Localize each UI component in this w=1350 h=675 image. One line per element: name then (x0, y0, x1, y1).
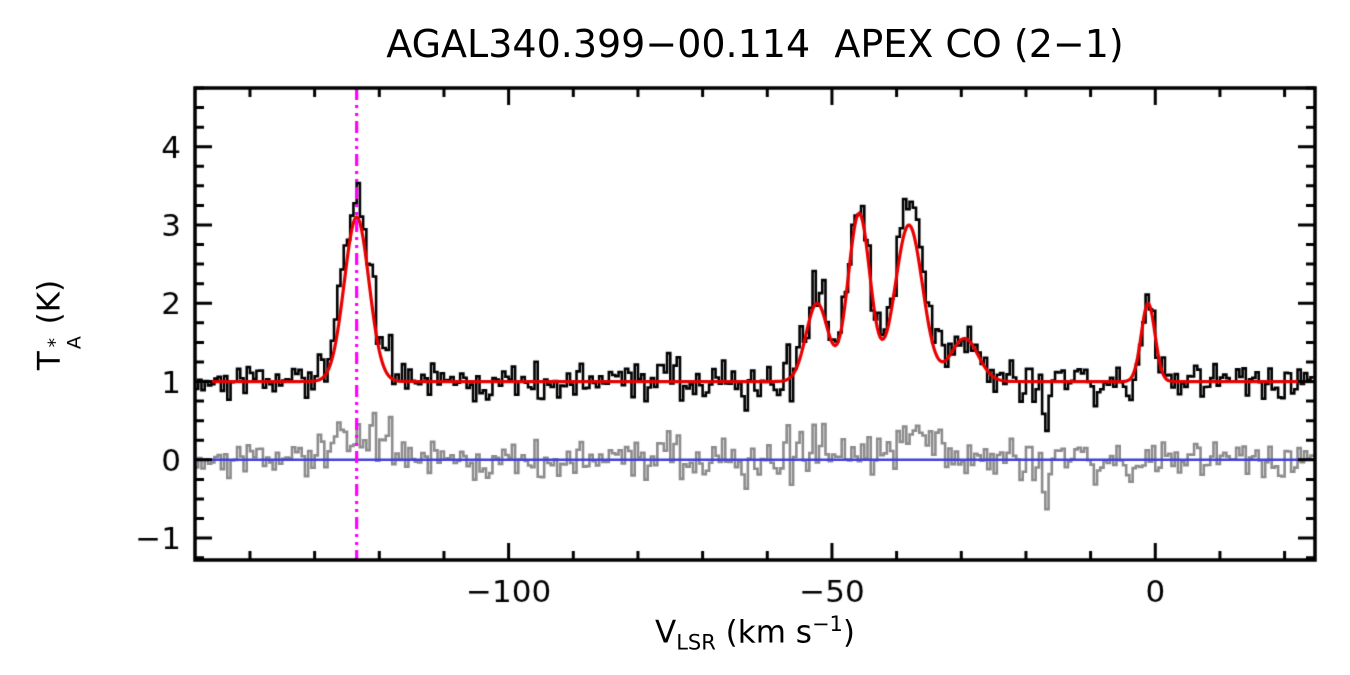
plot-title: AGAL340.399−00.114 APEX CO (2−1) (386, 22, 1124, 66)
y-label-unit: (K) (31, 279, 68, 335)
x-label-unit-pre: (km s (715, 614, 812, 651)
y-label-symbol: T (31, 351, 68, 371)
x-label-symbol: V (654, 614, 677, 651)
x-label-subscript: LSR (676, 630, 716, 655)
x-label-unit-post: ) (842, 614, 856, 651)
y-axis-label: T * A (K) (31, 279, 86, 371)
y-label-supsub: * A (44, 336, 86, 350)
x-axis-label: VLSR (km s−1) (195, 612, 1315, 655)
x-label-superscript: −1 (811, 612, 843, 636)
